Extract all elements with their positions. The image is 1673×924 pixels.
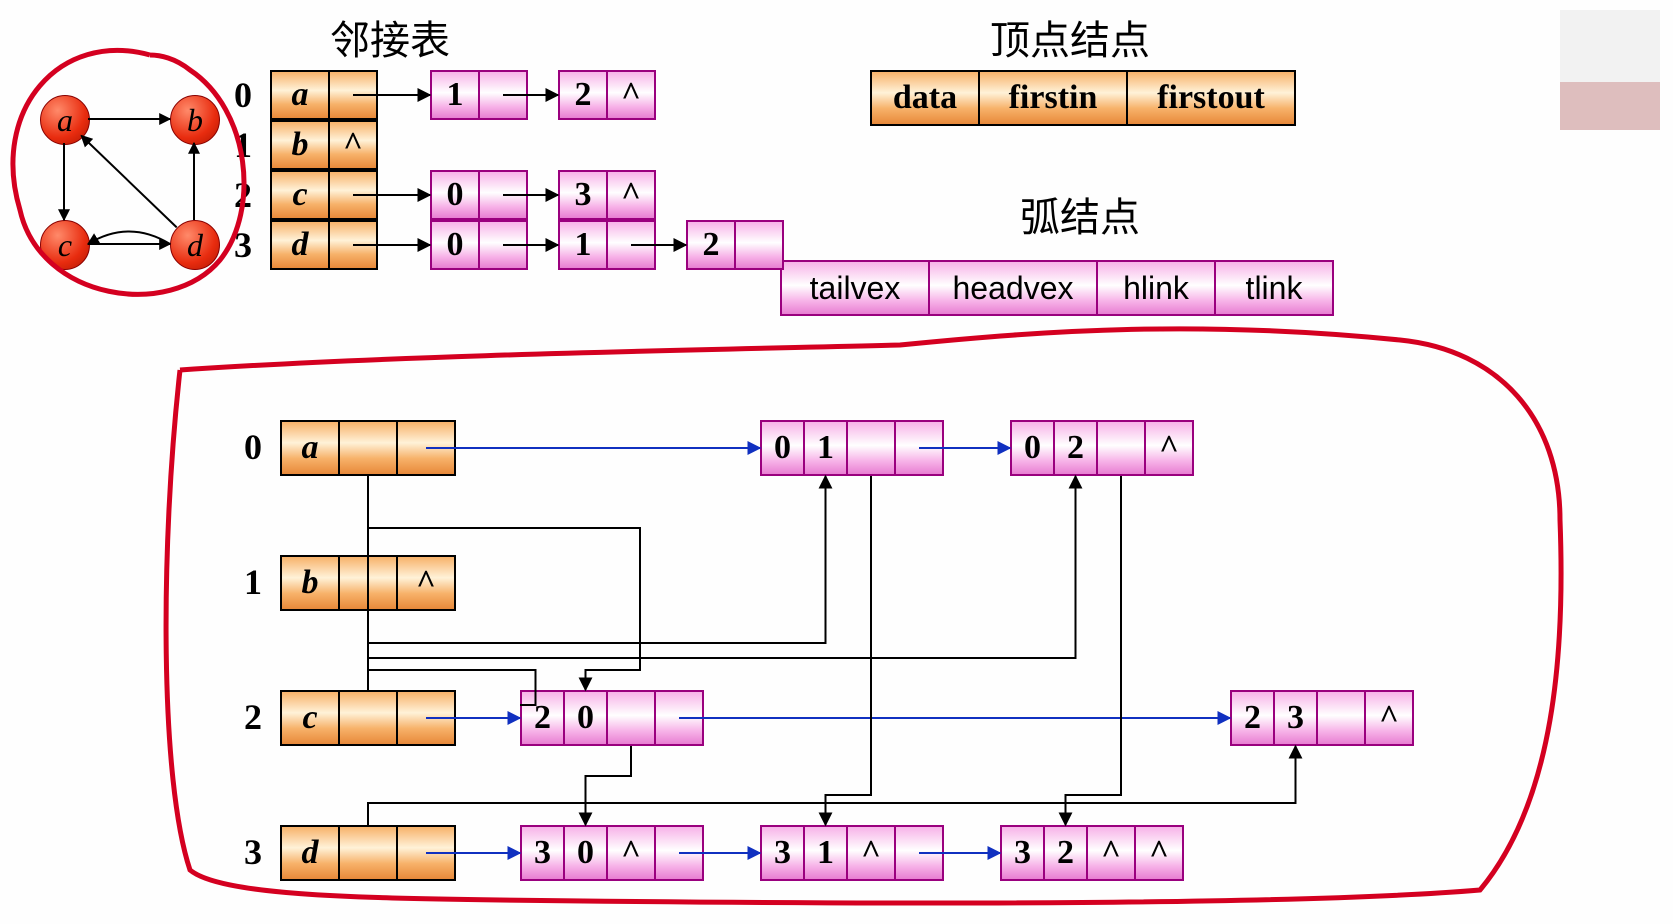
vertex-struct-field: firstout (1126, 70, 1296, 126)
ortho-index: 2 (244, 696, 262, 738)
ortho-arc-cell: ^ (1086, 825, 1136, 881)
ortho-arc-cell: 3 (520, 825, 565, 881)
ortho-arc-cell: 1 (803, 825, 848, 881)
ortho-vertex-firstout (396, 690, 456, 746)
ortho-vertex-data: a (280, 420, 340, 476)
ortho-vertex-firstin (338, 690, 398, 746)
ortho-arc-cell: 2 (1230, 690, 1275, 746)
vertex-struct-field: firstin (978, 70, 1128, 126)
ortho-arc-cell: ^ (1144, 420, 1194, 476)
ortho-arc-cell (1096, 420, 1146, 476)
adjlist-chain-val: 3 (558, 170, 608, 220)
ortho-vertex-firstout: ^ (396, 555, 456, 611)
ortho-vertex-data: c (280, 690, 340, 746)
graph-node-d: d (170, 220, 220, 270)
title-adjlist: 邻接表 (330, 8, 450, 66)
adjlist-chain-val: 0 (430, 170, 480, 220)
adjlist-chain-val: 1 (558, 220, 608, 270)
ortho-index: 1 (244, 561, 262, 603)
ortho-arc-cell: ^ (846, 825, 896, 881)
ortho-arc-cell (894, 420, 944, 476)
title-arcnode: 弧结点 (1020, 185, 1140, 243)
ortho-index: 0 (244, 426, 262, 468)
ortho-arc-cell: 0 (563, 690, 608, 746)
adjlist-index: 3 (234, 224, 252, 266)
adjlist-index: 1 (234, 124, 252, 166)
arc-struct-field: tailvex (780, 260, 930, 316)
graph-node-a: a (40, 95, 90, 145)
graph-node-c: c (40, 220, 90, 270)
adjlist-chain-ptr: ^ (606, 170, 656, 220)
ortho-arc-cell: 3 (1000, 825, 1045, 881)
adjlist-ptr-cell: ^ (328, 120, 378, 170)
ortho-arc-cell (1316, 690, 1366, 746)
adjlist-chain-ptr (606, 220, 656, 270)
ortho-arc-cell: 2 (1043, 825, 1088, 881)
adjlist-ptr-cell (328, 220, 378, 270)
adjlist-chain-val: 2 (686, 220, 736, 270)
adjlist-chain-ptr (478, 70, 528, 120)
ortho-vertex-firstin (338, 825, 398, 881)
ortho-arc-cell (606, 690, 656, 746)
ortho-arc-cell: 3 (1273, 690, 1318, 746)
ortho-arc-cell: ^ (606, 825, 656, 881)
adjlist-index: 2 (234, 174, 252, 216)
adjlist-chain-ptr (734, 220, 784, 270)
vertex-struct-field: data (870, 70, 980, 126)
adjlist-chain-ptr (478, 220, 528, 270)
ortho-arc-cell: ^ (1134, 825, 1184, 881)
adjlist-data-cell: a (270, 70, 330, 120)
arc-struct-field: hlink (1096, 260, 1216, 316)
ortho-arc-cell (846, 420, 896, 476)
ortho-arc-cell: ^ (1364, 690, 1414, 746)
graph-node-b: b (170, 95, 220, 145)
adjlist-chain-val: 1 (430, 70, 480, 120)
ortho-vertex-firstout (396, 825, 456, 881)
adjlist-index: 0 (234, 74, 252, 116)
ortho-arc-cell: 1 (803, 420, 848, 476)
adjlist-chain-ptr (478, 170, 528, 220)
adjlist-ptr-cell (328, 170, 378, 220)
ortho-arc-cell: 2 (520, 690, 565, 746)
title-vertexnode: 顶点结点 (990, 8, 1150, 66)
ortho-arc-cell (894, 825, 944, 881)
ortho-arc-cell: 2 (1053, 420, 1098, 476)
ortho-index: 3 (244, 831, 262, 873)
adjlist-chain-ptr: ^ (606, 70, 656, 120)
ortho-vertex-firstin (338, 420, 398, 476)
ortho-arc-cell (654, 690, 704, 746)
ortho-arc-cell: 0 (563, 825, 608, 881)
ortho-arc-cell: 3 (760, 825, 805, 881)
adjlist-chain-val: 0 (430, 220, 480, 270)
adjlist-data-cell: c (270, 170, 330, 220)
adjlist-data-cell: b (270, 120, 330, 170)
ortho-vertex-data: d (280, 825, 340, 881)
adjlist-chain-val: 2 (558, 70, 608, 120)
ortho-vertex-data: b (280, 555, 340, 611)
arc-struct-field: headvex (928, 260, 1098, 316)
ortho-arc-cell: 0 (760, 420, 805, 476)
decorative-blur (1560, 10, 1660, 130)
adjlist-data-cell: d (270, 220, 330, 270)
ortho-vertex-firstin (338, 555, 398, 611)
ortho-arc-cell (654, 825, 704, 881)
ortho-arc-cell: 0 (1010, 420, 1055, 476)
diagram-stage: 邻接表 顶点结点 弧结点 abcd datafirstinfirstout ta… (0, 0, 1673, 924)
adjlist-ptr-cell (328, 70, 378, 120)
ortho-vertex-firstout (396, 420, 456, 476)
arc-struct-field: tlink (1214, 260, 1334, 316)
